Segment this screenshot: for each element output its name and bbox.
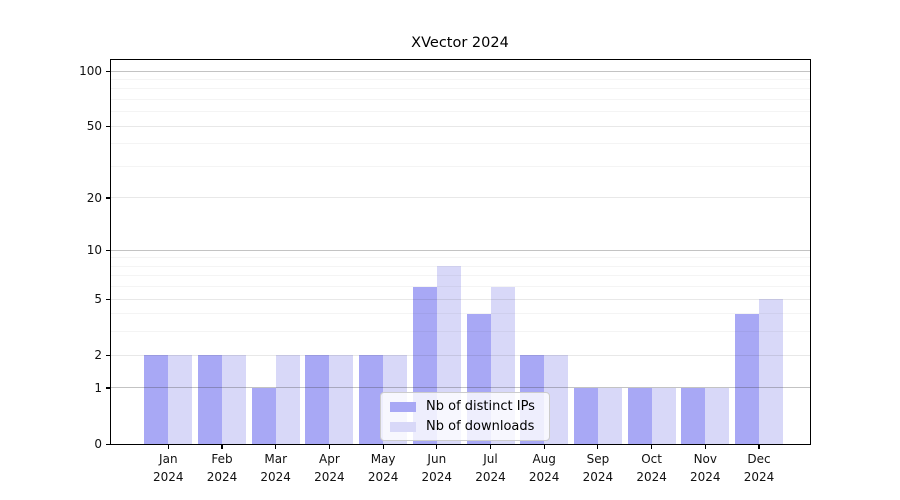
x-tick-year: 2024 — [475, 469, 506, 484]
legend-swatch-distinct-ips — [390, 401, 416, 412]
bar-oct-distinct-ips — [627, 387, 652, 444]
x-tick-month: Feb — [211, 452, 233, 466]
bar-mar-downloads — [275, 355, 300, 444]
y-tick-label-1: 1 — [94, 380, 102, 395]
x-tick-month: Apr — [319, 452, 340, 466]
y-tick-10 — [106, 249, 110, 251]
bar-feb-downloads — [222, 355, 246, 444]
plot-area: 0 1 2 5 10 20 50 100 Jan 2024 Feb 2024 Mar 2024 Apr 20… — [79, 59, 811, 484]
y-tick-100 — [106, 70, 110, 72]
bar-jan-downloads — [168, 355, 193, 444]
x-tick-month: Dec — [747, 452, 771, 466]
legend-entry-downloads: Nb of downloads — [390, 419, 535, 434]
x-tick-oct — [651, 445, 653, 449]
y-tick-label-20: 20 — [86, 190, 102, 205]
y-tick-label-10: 10 — [86, 243, 102, 258]
x-tick-label-sep: Sep 2024 — [566, 451, 630, 486]
x-tick-label-jul: Jul 2024 — [459, 451, 523, 486]
chart-title: XVector 2024 — [411, 35, 509, 51]
x-tick-apr — [328, 445, 330, 449]
x-tick-jan — [167, 445, 169, 449]
legend-swatch-downloads — [390, 421, 416, 432]
y-tick-label-50: 50 — [86, 119, 102, 134]
bar-dec-downloads — [759, 299, 783, 444]
x-tick-dec — [758, 445, 760, 449]
x-tick-label-may: May 2024 — [351, 451, 415, 486]
legend: Nb of distinct IPs Nb of downloads — [380, 392, 550, 441]
x-tick-year: 2024 — [743, 469, 775, 484]
bar-may-distinct-ips — [359, 355, 384, 444]
bar-apr-downloads — [329, 355, 354, 444]
x-tick-year: 2024 — [367, 469, 399, 484]
x-tick-label-oct: Oct 2024 — [620, 451, 684, 486]
y-tick-label-5: 5 — [94, 292, 102, 307]
legend-label-downloads: Nb of downloads — [426, 419, 535, 434]
x-tick-month: Nov — [693, 452, 717, 466]
y-tick-label-0: 0 — [94, 437, 102, 451]
x-tick-sep — [597, 445, 599, 449]
x-tick-label-feb: Feb 2024 — [190, 451, 254, 486]
x-tick-year: 2024 — [206, 469, 238, 484]
x-tick-month: May — [370, 452, 396, 466]
x-tick-label-jun: Jun 2024 — [405, 451, 469, 486]
y-tick-1 — [106, 387, 110, 389]
x-tick-aug — [543, 445, 545, 449]
x-tick-feb — [221, 445, 223, 449]
bar-apr-distinct-ips — [305, 355, 330, 444]
bar-nov-distinct-ips — [681, 387, 706, 444]
x-tick-year: 2024 — [260, 469, 291, 484]
x-tick-year: 2024 — [690, 469, 721, 484]
bar-dec-distinct-ips — [735, 313, 759, 444]
y-tick-0 — [106, 443, 110, 445]
x-tick-nov — [704, 445, 706, 449]
x-tick-month: Jan — [159, 452, 178, 466]
x-tick-may — [382, 445, 384, 449]
x-tick-month: Sep — [586, 452, 610, 466]
x-tick-jun — [436, 445, 438, 449]
x-tick-month: Mar — [264, 452, 287, 466]
x-tick-month: Jul — [483, 452, 498, 466]
x-tick-label-aug: Aug 2024 — [512, 451, 576, 486]
x-tick-year: 2024 — [153, 469, 184, 484]
x-tick-label-dec: Dec 2024 — [727, 451, 791, 486]
bar-sep-downloads — [597, 387, 622, 444]
x-tick-label-mar: Mar 2024 — [244, 451, 308, 486]
x-tick-mar — [275, 445, 277, 449]
y-tick-label-2: 2 — [94, 348, 102, 363]
bars-layer — [111, 60, 810, 444]
legend-label-distinct-ips: Nb of distinct IPs — [426, 399, 535, 414]
bar-mar-distinct-ips — [251, 387, 276, 444]
x-tick-month: Aug — [532, 452, 556, 466]
x-tick-label-apr: Apr 2024 — [297, 451, 361, 486]
bar-feb-distinct-ips — [198, 355, 222, 444]
y-tick-20 — [106, 197, 110, 199]
legend-entry-distinct-ips: Nb of distinct IPs — [390, 399, 535, 414]
y-tick-5 — [106, 298, 110, 300]
y-tick-2 — [106, 354, 110, 356]
x-tick-month: Oct — [641, 452, 662, 466]
x-tick-label-nov: Nov 2024 — [673, 451, 737, 486]
x-tick-year: 2024 — [582, 469, 614, 484]
bar-jan-distinct-ips — [144, 355, 169, 444]
x-tick-year: 2024 — [421, 469, 453, 484]
x-tick-label-jan: Jan 2024 — [136, 451, 200, 486]
x-tick-month: Jun — [427, 452, 447, 466]
x-tick-year: 2024 — [314, 469, 345, 484]
x-tick-year: 2024 — [528, 469, 560, 484]
y-tick-label-100: 100 — [79, 64, 102, 78]
bar-sep-distinct-ips — [573, 387, 598, 444]
bar-oct-downloads — [651, 387, 676, 444]
x-tick-jul — [489, 445, 492, 449]
x-tick-year: 2024 — [636, 469, 667, 484]
bar-nov-downloads — [705, 387, 730, 444]
y-tick-50 — [106, 125, 110, 127]
